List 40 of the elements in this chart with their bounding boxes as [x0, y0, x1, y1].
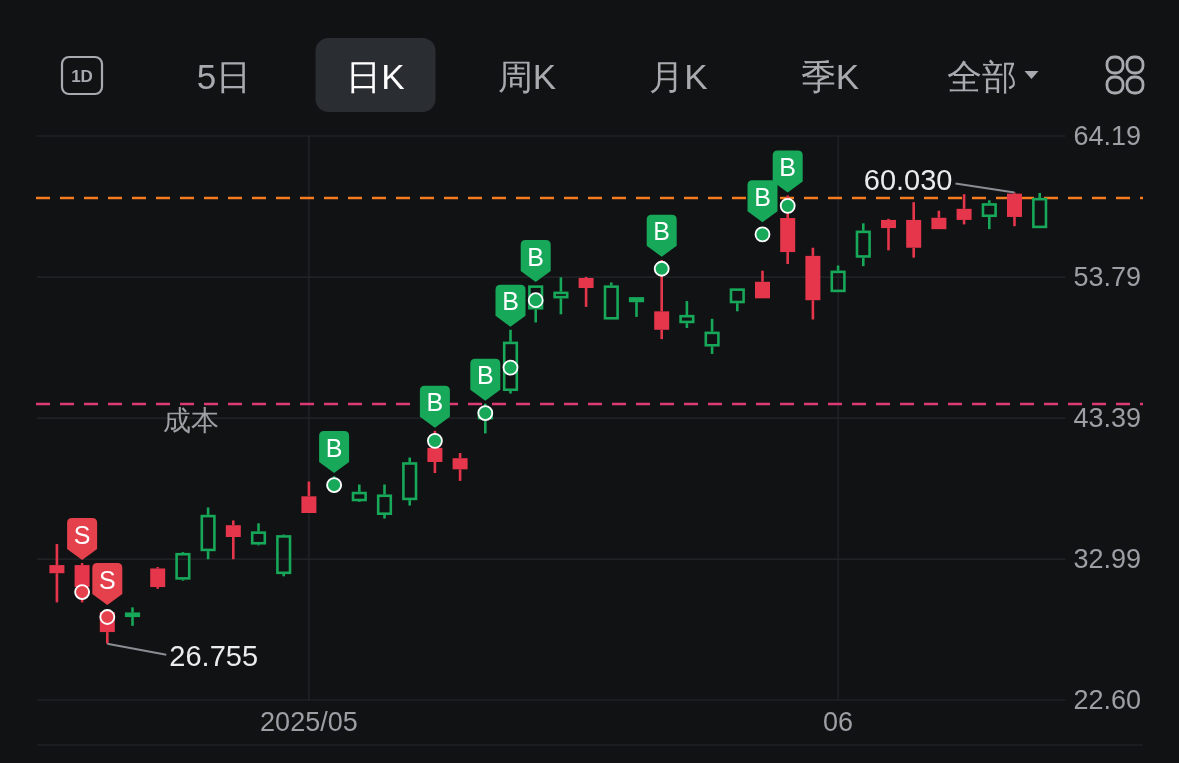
text: 60.030	[863, 164, 953, 197]
toolbar: 1D 5日 日K 周K 月K 季K 全部	[60, 38, 1017, 112]
x-tick-label: 2025/05	[260, 707, 358, 737]
point	[477, 405, 494, 421]
point	[754, 226, 771, 243]
trade-label: B	[495, 284, 526, 327]
data-label: S	[98, 565, 116, 594]
data-label: B	[476, 361, 494, 390]
point	[653, 260, 670, 277]
point	[99, 609, 116, 625]
trade-label: B	[419, 385, 450, 428]
trade-label: B	[319, 431, 350, 474]
y-tick-label: 64.19	[1073, 121, 1141, 151]
y-tick-label: 32.99	[1073, 544, 1141, 575]
data-label: B	[527, 242, 545, 271]
y-tick-label: 53.79	[1073, 262, 1141, 293]
trade-label: S	[92, 563, 123, 605]
trade-label: S	[67, 518, 98, 561]
data-label: S	[73, 520, 91, 549]
data-label: B	[653, 217, 671, 246]
data-label: B	[325, 433, 343, 462]
data-label: B	[426, 388, 444, 417]
text: 26.755	[169, 639, 259, 672]
x-tick-label: 06	[823, 707, 854, 737]
data-label: B	[779, 153, 797, 182]
trade-label: B	[646, 214, 677, 257]
point	[74, 584, 91, 600]
y-tick-label: 43.39	[1073, 403, 1141, 434]
data-label: B	[502, 287, 519, 316]
ref-line-label: 成本	[163, 404, 219, 436]
trade-label: B	[470, 358, 501, 401]
point	[502, 359, 519, 376]
trade-label: B	[747, 180, 778, 223]
trade-label: B	[772, 150, 803, 193]
y-tick-label: 22.60	[1073, 685, 1141, 715]
point	[779, 197, 796, 214]
data-label: B	[754, 182, 771, 211]
point	[427, 432, 443, 449]
point	[527, 292, 544, 309]
trade-label: B	[520, 240, 551, 283]
